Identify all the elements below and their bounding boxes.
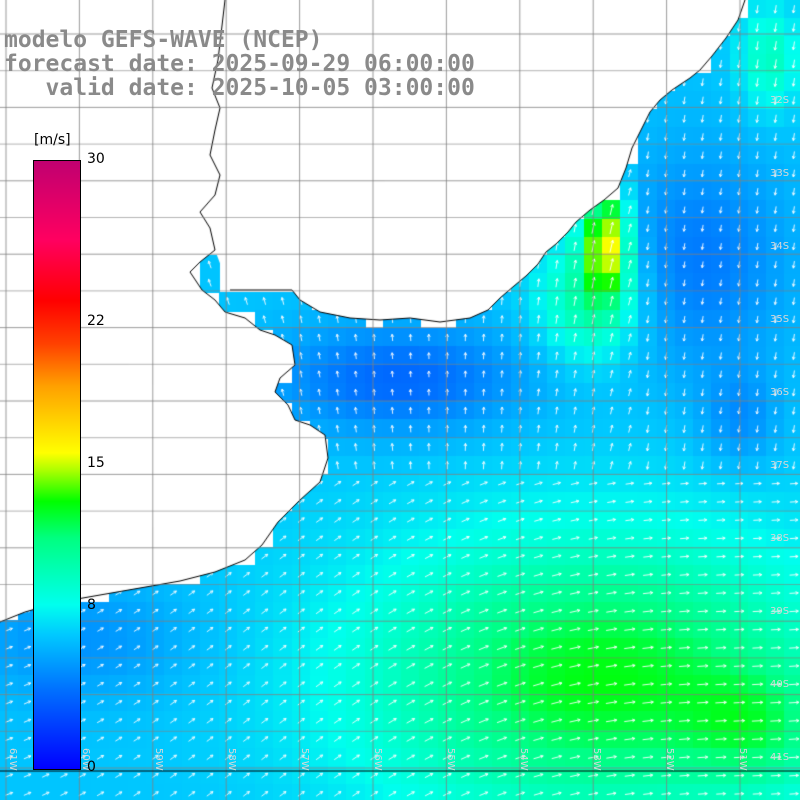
latitude-label: 37S (770, 460, 790, 471)
colorbar (33, 160, 81, 770)
longitude-label: 57W (299, 748, 310, 771)
colorbar-tick-label: 22 (87, 313, 105, 330)
longitude-label: 59W (153, 748, 164, 771)
longitude-label: 53W (591, 748, 602, 771)
latitude-label: 34S (770, 241, 790, 252)
latitude-label: 32S (770, 95, 790, 106)
latitude-label: 36S (770, 387, 790, 398)
longitude-label: 54W (518, 748, 529, 771)
colorbar-tick-label: 0 (87, 759, 96, 775)
longitude-label: 55W (445, 748, 456, 771)
map-title: modelo GEFS-WAVE (NCEP) forecast date: 20… (4, 28, 475, 100)
title-forecast-date: forecast date: 2025-09-29 06:00:00 (4, 51, 475, 77)
title-valid-date: valid date: 2025-10-05 03:00:00 (4, 75, 475, 101)
latitude-label: 40S (770, 679, 790, 690)
longitude-label: 61W (7, 748, 18, 771)
longitude-label: 56W (372, 748, 383, 771)
colorbar-unit: [m/s] (34, 132, 71, 148)
colorbar-tick-label: 30 (87, 151, 105, 167)
longitude-label: 58W (226, 748, 237, 771)
colorbar-tick-label: 8 (87, 596, 96, 613)
longitude-label: 51W (737, 748, 748, 771)
latitude-label: 33S (770, 168, 790, 179)
latitude-label: 38S (770, 533, 790, 544)
colorbar-tick-label: 15 (87, 455, 105, 471)
latitude-label: 39S (770, 606, 790, 617)
longitude-label: 52W (664, 748, 675, 771)
title-model: modelo GEFS-WAVE (NCEP) (4, 27, 323, 53)
latitude-label: 41S (770, 752, 790, 763)
latitude-label: 35S (770, 314, 790, 325)
